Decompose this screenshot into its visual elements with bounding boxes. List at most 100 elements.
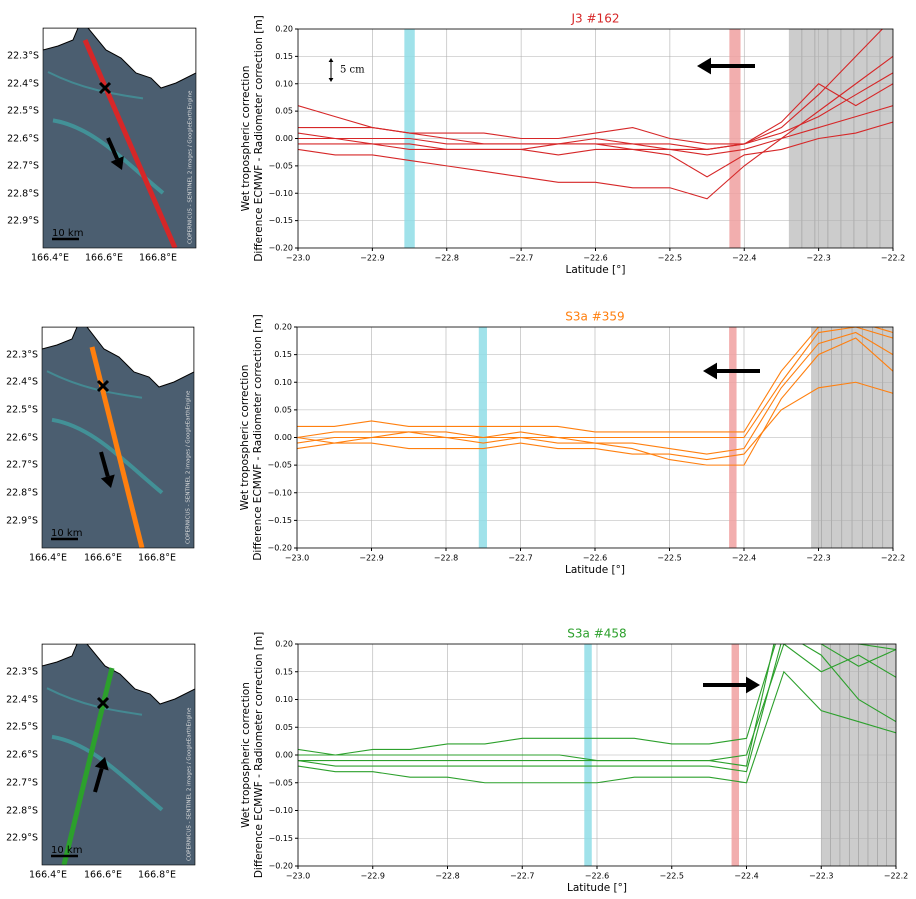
map-y-tick-label: 22.3°S (6, 350, 38, 361)
map-x-tick-label: 166.6°E (84, 870, 122, 881)
x-tick-label: −22.6 (583, 254, 608, 263)
land (86, 327, 194, 388)
map-credit: COPERNICUS - SENTINEL 2 images / GoogleE… (186, 390, 192, 544)
map-x-tick-label: 166.8°E (138, 553, 176, 564)
y-tick-label: 0.15 (275, 52, 293, 61)
y-tick-label: −0.15 (268, 216, 293, 225)
arrow-head (697, 57, 711, 75)
map: COPERNICUS - SENTINEL 2 images / GoogleE… (42, 327, 194, 548)
arrow-head (100, 474, 115, 488)
scale-label: 10 km (51, 528, 82, 539)
x-tick-label: −22.6 (583, 554, 608, 563)
x-tick-label: −22.8 (435, 872, 460, 881)
map-y-tick-label: 22.6°S (7, 134, 39, 145)
data-line (298, 121, 893, 178)
y-tick-label: 0.10 (275, 79, 293, 88)
data-line (298, 72, 893, 156)
x-tick-label: −22.9 (360, 872, 385, 881)
map-x-tick-label: 166.4°E (29, 553, 67, 564)
x-tick-label: −22.7 (508, 554, 533, 563)
x-axis-label: Latitude [°] (566, 264, 626, 276)
data-line (297, 337, 893, 466)
reef (47, 71, 144, 100)
y-tick-label: −0.20 (268, 862, 293, 871)
y-tick-label: −0.05 (267, 461, 292, 470)
x-tick-label: −22.6 (585, 872, 610, 881)
x-tick-label: −22.9 (359, 554, 384, 563)
y-axis-label: Wet tropospheric correction (240, 682, 252, 828)
y-tick-label: 0.05 (275, 723, 293, 732)
y-tick-label: 0.15 (274, 350, 292, 359)
map-y-tick-label: 22.9°S (6, 833, 38, 844)
data-line (298, 644, 896, 767)
map-y-tick-label: 22.4°S (7, 79, 39, 90)
band (729, 29, 741, 248)
land (43, 28, 79, 51)
arrow-shaft (93, 767, 104, 793)
map: COPERNICUS - SENTINEL 2 images / GoogleE… (42, 644, 195, 865)
y-tick-label: −0.15 (268, 834, 293, 843)
y-tick-label: −0.05 (268, 161, 293, 170)
land (42, 644, 78, 667)
x-tick-label: −22.4 (732, 554, 757, 563)
annotation: 5 cm (340, 65, 365, 76)
data-line (298, 105, 893, 200)
x-tick-label: −22.7 (510, 872, 535, 881)
y-tick-label: 0.10 (274, 378, 292, 387)
band (731, 644, 740, 866)
cross (96, 696, 110, 710)
land (87, 28, 196, 89)
plot-area (297, 327, 893, 548)
data-line (298, 644, 896, 773)
x-tick-label: −22.4 (732, 254, 757, 263)
arrow-head (703, 362, 717, 380)
data-line (297, 381, 893, 461)
scale-label: 10 km (52, 228, 83, 239)
reef (46, 687, 143, 716)
y-axis-label: Wet tropospheric correction (239, 365, 251, 511)
x-tick-label: −22.5 (658, 254, 683, 263)
map-frame (41, 643, 196, 866)
data-line (297, 327, 893, 433)
map-y-tick-label: 22.6°S (6, 750, 38, 761)
map-y-tick-label: 22.8°S (7, 189, 39, 200)
map-y-tick-label: 22.9°S (6, 516, 38, 527)
map-y-tick-label: 22.5°S (7, 106, 39, 117)
scale-label: 10 km (51, 845, 82, 856)
land (42, 327, 78, 350)
plot-area (298, 644, 896, 866)
map-y-tick-label: 22.6°S (6, 433, 38, 444)
arrow-head (110, 156, 124, 170)
arrow-head (328, 58, 334, 62)
map-y-tick-label: 22.3°S (6, 667, 38, 678)
map-credit: COPERNICUS - SENTINEL 2 images / GoogleE… (187, 707, 193, 861)
y-tick-label: 0.00 (274, 433, 292, 442)
map-y-tick-label: 22.7°S (6, 460, 38, 471)
cross (96, 379, 110, 393)
arrow-shaft (99, 451, 110, 477)
map-y-tick-label: 22.8°S (6, 806, 38, 817)
x-tick-label: −22.2 (884, 872, 909, 881)
x-tick-label: −22.4 (734, 872, 759, 881)
x-tick-label: −22.3 (809, 872, 834, 881)
arrow-shaft (106, 137, 120, 160)
map-y-tick-label: 22.7°S (6, 778, 38, 789)
map-y-tick-label: 22.4°S (6, 695, 38, 706)
map-x-tick-label: 166.8°E (138, 870, 176, 881)
y-tick-label: −0.20 (267, 544, 292, 553)
y-tick-label: 0.10 (275, 695, 293, 704)
y-axis-label: Difference ECMWF - Radiometer correction… (252, 314, 264, 560)
data-line (298, 644, 896, 756)
map-x-tick-label: 166.4°E (29, 870, 67, 881)
y-tick-label: 0.05 (275, 107, 293, 116)
map-x-tick-label: 166.6°E (85, 253, 123, 264)
map-y-tick-label: 22.9°S (7, 216, 39, 227)
map-y-tick-label: 22.7°S (7, 161, 39, 172)
x-tick-label: −23.0 (285, 554, 310, 563)
axes-frame (296, 326, 894, 549)
chart-title: J3 #162 (571, 12, 620, 26)
arrow-head (746, 676, 760, 694)
x-tick-label: −22.8 (434, 554, 459, 563)
y-tick-label: 0.20 (274, 323, 292, 332)
